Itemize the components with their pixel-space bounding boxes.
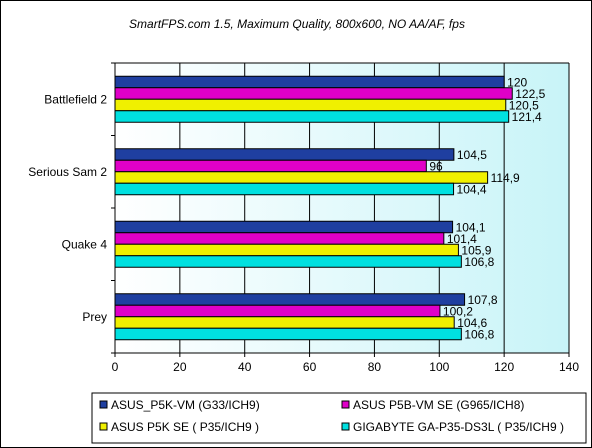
x-tick-label: 60 <box>303 360 317 374</box>
bar <box>114 255 462 268</box>
x-tick-label: 80 <box>368 360 382 374</box>
data-label: 106,8 <box>464 327 494 341</box>
data-label: 106,8 <box>464 255 494 269</box>
category-label: Battlefield 2 <box>44 92 107 106</box>
bar <box>114 316 455 329</box>
bar <box>114 232 445 245</box>
x-tick-label: 100 <box>429 360 449 374</box>
x-tick-label: 120 <box>494 360 514 374</box>
data-label: 104,4 <box>457 182 487 196</box>
data-label: 101,4 <box>447 232 477 246</box>
bar <box>114 75 505 89</box>
legend-swatch <box>99 422 108 431</box>
bar <box>114 110 510 123</box>
data-label: 120,5 <box>509 98 539 112</box>
legend-label: ASUS_P5K-VM (G33/ICH9) <box>111 398 260 412</box>
category-label: Serious Sam 2 <box>28 165 107 179</box>
legend-swatch <box>341 400 350 409</box>
legend-swatch <box>99 400 108 409</box>
x-tick-label: 40 <box>238 360 252 374</box>
data-label: 105,9 <box>461 243 491 257</box>
legend-box <box>91 392 587 444</box>
chart-title: SmartFPS.com 1.5, Maximum Quality, 800x6… <box>129 17 465 31</box>
bar <box>114 293 466 306</box>
bar <box>114 220 454 234</box>
bar <box>114 171 489 184</box>
x-tick-label: 140 <box>559 360 579 374</box>
data-label: 122,5 <box>515 87 545 101</box>
data-label: 104,6 <box>457 316 487 330</box>
category-label: Prey <box>82 310 107 324</box>
bar <box>114 148 455 161</box>
legend-label: ASUS P5B-VM SE (G965/ICH8) <box>353 398 524 412</box>
bar <box>114 159 427 173</box>
data-label: 107,8 <box>468 293 498 307</box>
bar <box>114 327 462 341</box>
bar <box>114 87 513 100</box>
data-label: 96 <box>429 159 443 173</box>
legend-swatch <box>341 422 350 431</box>
data-label: 104,5 <box>457 148 487 162</box>
data-label: 104,1 <box>456 220 486 234</box>
data-label: 121,4 <box>512 110 542 124</box>
category-label: Quake 4 <box>62 237 108 251</box>
x-tick-label: 0 <box>112 360 119 374</box>
legend: ASUS_P5K-VM (G33/ICH9) ASUS P5B-VM SE (G9… <box>91 392 587 444</box>
x-tick-label: 20 <box>173 360 187 374</box>
legend-label: ASUS P5K SE ( P35/ICH9 ) <box>111 420 259 434</box>
data-label: 100,2 <box>443 304 473 318</box>
bar <box>114 98 507 112</box>
data-label: 120 <box>507 75 527 89</box>
legend-label: GIGABYTE GA-P35-DS3L ( P35/ICH9 ) <box>353 420 564 434</box>
bar <box>114 304 441 318</box>
bar <box>114 182 455 196</box>
bar <box>114 243 459 257</box>
data-label: 114,9 <box>491 171 520 185</box>
